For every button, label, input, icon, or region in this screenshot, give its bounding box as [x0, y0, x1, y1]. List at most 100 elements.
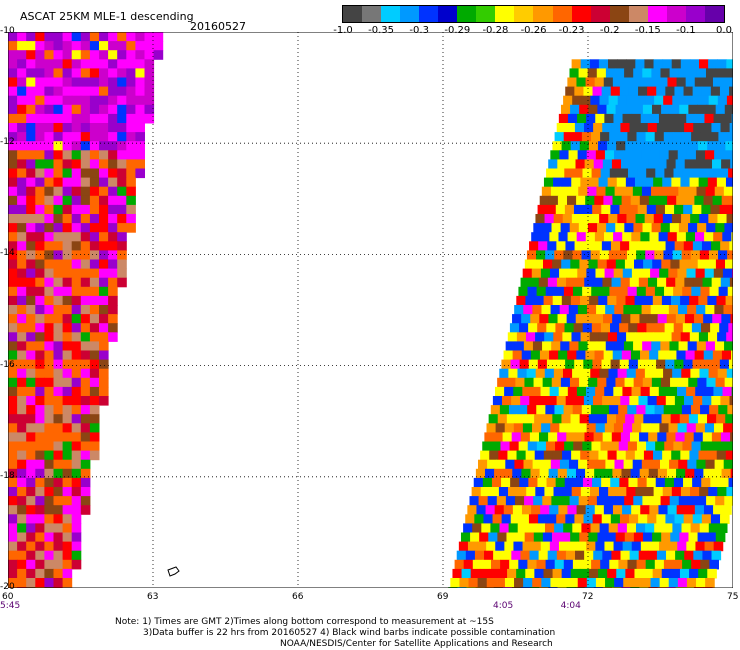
swath-cell: [26, 541, 36, 552]
swath-cell: [667, 350, 677, 361]
swath-cell: [701, 359, 712, 370]
swath-cell: [698, 568, 708, 579]
swath-cell: [725, 177, 733, 188]
swath-cell: [8, 314, 18, 324]
colorbar-tick-label: -0.29: [444, 25, 471, 36]
swath-cell: [26, 204, 36, 215]
swath-cell: [633, 68, 643, 78]
swath-cell: [651, 186, 661, 197]
swath-cell: [549, 505, 559, 515]
swath-cell: [585, 505, 596, 515]
swath-cell: [108, 104, 118, 115]
swath-cell: [99, 377, 109, 388]
swath-cell: [552, 414, 562, 424]
swath-cell: [71, 104, 82, 115]
swath-cell: [677, 150, 688, 160]
swath-cell: [559, 305, 570, 315]
swath-cell: [562, 487, 573, 497]
swath-cell: [538, 241, 548, 251]
swath-cell: [35, 32, 45, 42]
swath-cell: [708, 487, 718, 497]
swath-cell: [44, 386, 54, 397]
swath-cell: [626, 332, 636, 342]
swath-cell: [633, 496, 643, 506]
swath-cell: [89, 386, 100, 397]
swath-cell: [559, 578, 570, 588]
swath-cell: [711, 277, 722, 288]
swath-cell: [8, 123, 18, 133]
swath-cell: [639, 432, 649, 442]
swath-cell: [126, 59, 136, 69]
swath-cell: [71, 450, 82, 461]
swath-cell: [529, 550, 540, 561]
swath-cell: [572, 132, 583, 142]
swath-cell: [89, 150, 100, 160]
swath-cell: [545, 523, 555, 533]
swath-cell: [672, 559, 683, 570]
swath-cell: [62, 95, 73, 106]
swath-cell: [514, 305, 524, 315]
swath-cell: [35, 123, 45, 133]
swath-cell: [135, 59, 145, 69]
swath-cell: [8, 50, 18, 60]
swath-cell: [477, 578, 488, 588]
swath-cell: [719, 86, 730, 97]
swath-cell: [679, 532, 689, 543]
swath-cell: [117, 59, 127, 69]
swath-cell: [541, 578, 551, 588]
lon-tick-label: 66: [292, 592, 304, 602]
swath-cell: [89, 141, 100, 151]
swath-cell: [35, 132, 45, 142]
swath-cell: [17, 414, 27, 424]
swath-cell: [80, 150, 91, 160]
swath-cell: [80, 159, 91, 169]
swath-cell: [80, 505, 91, 515]
swath-cell: [700, 405, 710, 415]
swath-cell: [661, 532, 671, 543]
swath-cell: [117, 177, 127, 188]
swath-cell: [614, 186, 625, 197]
swath-cell: [625, 177, 636, 188]
swath-cell: [80, 359, 91, 370]
swath-cell: [520, 550, 531, 561]
swath-cell: [668, 578, 679, 588]
swath-cell: [534, 414, 544, 424]
swath-cell: [694, 505, 705, 515]
swath-cell: [17, 250, 27, 260]
swath-cell: [80, 414, 91, 424]
swath-cell: [703, 350, 714, 361]
swath-cell: [514, 496, 525, 506]
swath-cell: [80, 468, 91, 479]
swath-cell: [108, 50, 118, 60]
swath-cell: [108, 123, 118, 133]
swath-cell: [677, 268, 687, 279]
swath-cell: [539, 468, 550, 479]
colorbar-tick-label: -0.15: [634, 25, 661, 36]
swath-cell: [80, 50, 91, 60]
swath-cell: [586, 305, 597, 315]
swath-cell: [567, 113, 578, 124]
swath-cell: [706, 104, 717, 115]
swath-cell: [17, 578, 27, 588]
swath-cell: [62, 559, 73, 570]
swath-cell: [71, 523, 82, 533]
swath-cell: [565, 86, 575, 97]
swath-cell: [573, 441, 583, 452]
swath-cell: [501, 359, 512, 370]
swath-cell: [727, 405, 733, 415]
swath-cell: [710, 204, 721, 215]
swath-cell: [71, 123, 82, 133]
swath-cell: [655, 168, 665, 179]
swath-cell: [26, 396, 36, 406]
swath-cell: [108, 168, 118, 179]
swath-cell: [80, 141, 91, 151]
swath-cell: [559, 150, 570, 160]
swath-cell: [108, 295, 118, 306]
swath-cell: [563, 405, 574, 415]
swath-cell: [595, 541, 605, 552]
swath-cell: [35, 441, 45, 452]
swath-cell: [593, 159, 604, 169]
swath-cell: [682, 559, 692, 570]
swath-cell: [35, 195, 45, 206]
swath-cell: [615, 259, 626, 270]
